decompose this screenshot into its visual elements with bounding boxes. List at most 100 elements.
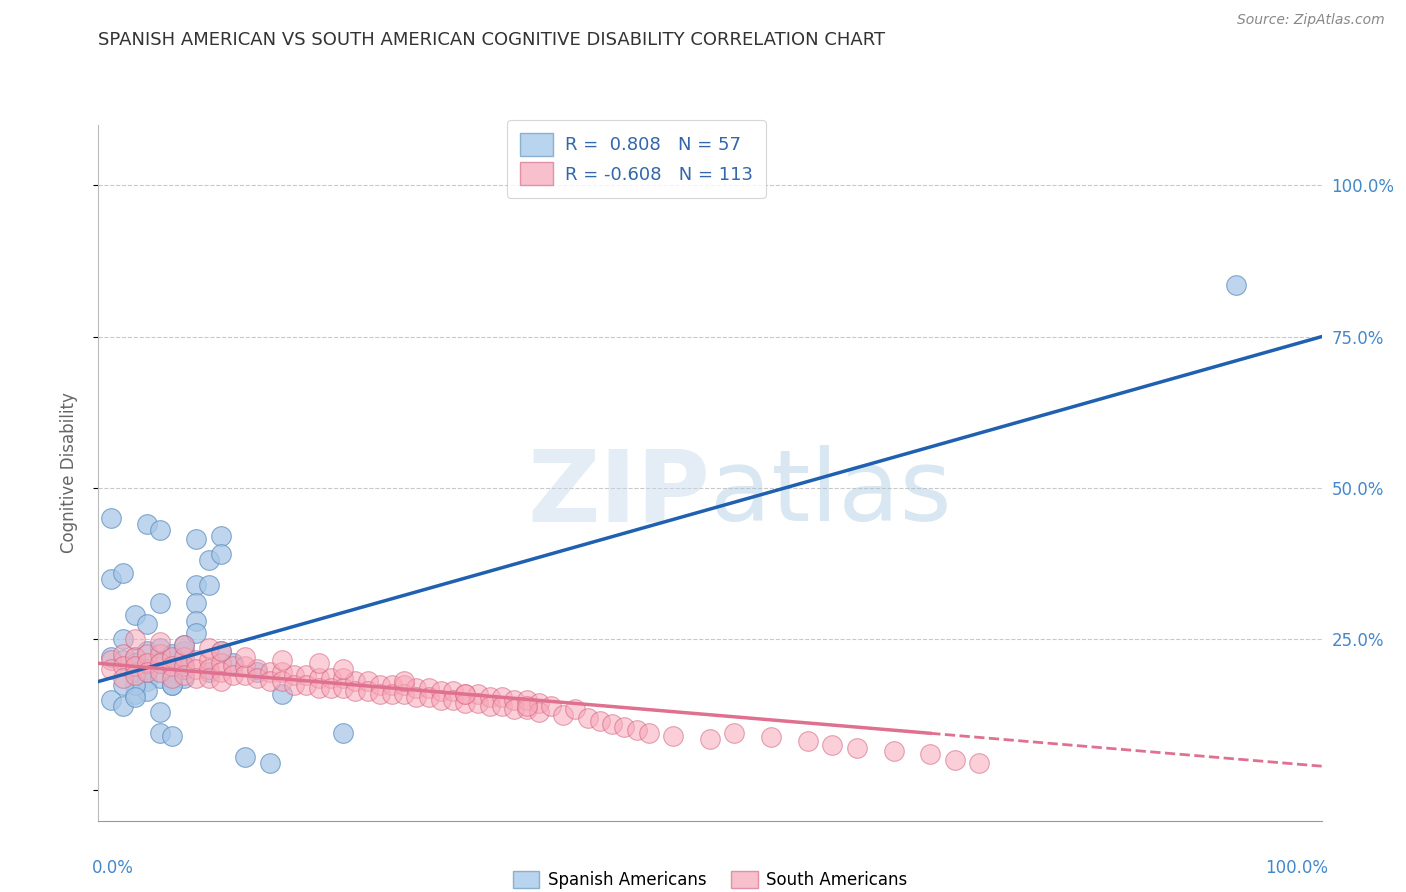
Point (883, 744, 905, 758)
Point (149, 672, 172, 686)
Point (149, 641, 172, 656)
Point (197, 662, 219, 676)
Point (270, 674, 294, 689)
Text: 0.0%: 0.0% (93, 859, 134, 877)
Point (441, 683, 464, 698)
Point (111, 647, 134, 661)
Point (418, 690, 440, 704)
Y-axis label: Cognitive Disability: Cognitive Disability (59, 392, 77, 553)
Point (160, 665, 183, 680)
Point (149, 596, 172, 610)
Point (149, 726, 172, 740)
Point (149, 635, 172, 649)
Point (308, 657, 330, 671)
Point (430, 683, 453, 698)
Point (441, 692, 464, 706)
Point (100, 572, 122, 586)
Point (503, 692, 526, 706)
Point (149, 705, 172, 719)
Point (332, 662, 354, 676)
Point (222, 659, 245, 673)
Point (149, 657, 172, 671)
Point (503, 702, 526, 716)
Point (454, 696, 477, 710)
Point (478, 698, 501, 713)
Point (209, 665, 232, 680)
Point (233, 659, 256, 673)
Point (136, 517, 159, 532)
Point (920, 747, 942, 761)
Point (173, 644, 195, 658)
Point (283, 677, 305, 691)
Point (111, 659, 134, 673)
Point (149, 657, 172, 671)
Point (454, 687, 477, 701)
Point (699, 731, 721, 746)
Point (576, 711, 599, 725)
Point (186, 533, 208, 547)
Point (136, 657, 159, 671)
Point (136, 665, 159, 680)
Point (124, 650, 146, 665)
Point (270, 665, 294, 680)
Point (491, 690, 513, 704)
Point (797, 733, 820, 747)
Point (160, 677, 183, 691)
Point (259, 756, 281, 771)
Point (136, 674, 159, 689)
Point (186, 577, 208, 591)
Point (527, 705, 550, 719)
Point (295, 668, 318, 682)
Point (209, 674, 232, 689)
Point (160, 672, 183, 686)
Point (368, 687, 391, 701)
Point (173, 659, 195, 673)
Point (173, 638, 195, 652)
Point (160, 647, 183, 661)
Text: Source: ZipAtlas.com: Source: ZipAtlas.com (1237, 13, 1385, 28)
Point (515, 698, 537, 713)
Point (356, 683, 378, 698)
Point (761, 730, 783, 744)
Point (209, 529, 232, 543)
Point (186, 672, 208, 686)
Point (467, 687, 489, 701)
Point (197, 641, 219, 656)
Point (173, 650, 195, 665)
Point (662, 729, 685, 743)
Point (186, 596, 208, 610)
Point (392, 677, 416, 691)
Point (209, 644, 232, 658)
Point (381, 677, 404, 691)
Point (124, 650, 146, 665)
Point (100, 662, 122, 676)
Point (100, 511, 122, 525)
Point (600, 716, 623, 731)
Point (124, 607, 146, 622)
Point (626, 723, 648, 737)
Point (124, 632, 146, 647)
Point (136, 647, 159, 661)
Point (222, 657, 245, 671)
Point (160, 650, 183, 665)
Point (160, 677, 183, 691)
Point (527, 696, 550, 710)
Point (100, 692, 122, 706)
Point (111, 632, 134, 647)
Point (564, 702, 586, 716)
Point (124, 668, 146, 682)
Point (233, 750, 256, 764)
Point (124, 659, 146, 673)
Point (553, 707, 575, 722)
Point (454, 687, 477, 701)
Point (540, 698, 562, 713)
Point (124, 690, 146, 704)
Point (173, 668, 195, 682)
Text: atlas: atlas (710, 445, 952, 542)
Point (270, 687, 294, 701)
Point (111, 698, 134, 713)
Point (136, 662, 159, 676)
Text: 100.0%: 100.0% (1265, 859, 1327, 877)
Point (332, 681, 354, 695)
Point (967, 756, 990, 771)
